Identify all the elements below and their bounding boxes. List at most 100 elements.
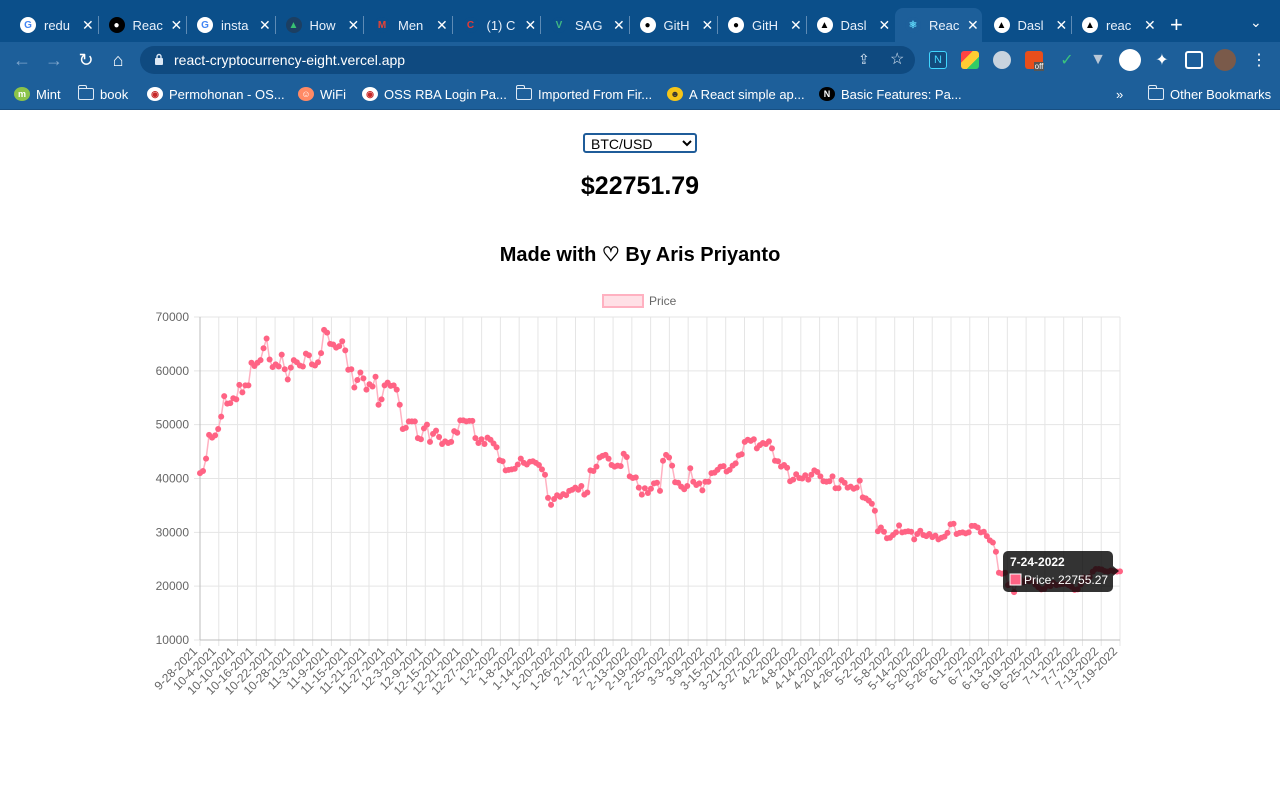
price-data-point bbox=[841, 479, 848, 486]
price-data-point bbox=[427, 438, 433, 445]
price-data-point bbox=[245, 382, 252, 389]
tab-search-chevron-icon[interactable]: ⌄ bbox=[1250, 14, 1262, 30]
y-tick-label: 30000 bbox=[156, 525, 190, 539]
close-tab-icon[interactable]: ✕ bbox=[347, 16, 360, 33]
close-tab-icon[interactable]: ✕ bbox=[613, 16, 625, 33]
browser-tab[interactable]: ● GitH ✕ bbox=[718, 8, 805, 42]
close-tab-icon[interactable]: ✕ bbox=[82, 16, 94, 33]
extension-grid-icon[interactable] bbox=[961, 51, 979, 69]
github-icon: ● bbox=[728, 17, 744, 33]
extensions-puzzle-icon[interactable]: ✦ bbox=[1155, 52, 1169, 69]
close-tab-icon[interactable]: ✕ bbox=[701, 16, 714, 33]
browser-tab[interactable]: ⚛ Reac ✕ bbox=[895, 8, 982, 42]
home-icon[interactable]: ⌂ bbox=[112, 49, 124, 70]
folder-icon bbox=[77, 85, 94, 101]
price-data-point bbox=[342, 347, 349, 354]
bookmark-label: WiFi bbox=[320, 86, 346, 102]
price-data-point bbox=[835, 485, 842, 492]
forward-arrow-icon[interactable]: → bbox=[45, 49, 63, 70]
close-tab-icon[interactable]: ✕ bbox=[524, 16, 537, 33]
bookmark-item[interactable]: ☻ A React simple ap... bbox=[667, 85, 805, 103]
close-tab-icon[interactable]: ✕ bbox=[790, 16, 802, 33]
oss-icon: ◉ bbox=[362, 87, 378, 101]
tab-title: How bbox=[309, 17, 336, 33]
share-icon[interactable]: ⇪ bbox=[858, 51, 870, 67]
close-tab-icon[interactable]: ✕ bbox=[259, 16, 271, 33]
extension-n-icon[interactable]: N bbox=[929, 51, 947, 69]
price-data-point bbox=[584, 489, 591, 496]
price-data-point bbox=[635, 484, 642, 491]
tab-title: reac bbox=[1106, 17, 1132, 33]
reload-icon[interactable]: ↻ bbox=[78, 49, 94, 70]
price-data-point bbox=[517, 455, 524, 462]
currency-pair-select[interactable]: BTC/USD bbox=[583, 133, 697, 153]
price-data-point bbox=[215, 425, 222, 432]
price-data-point bbox=[275, 363, 282, 370]
browser-tab[interactable]: M Men ✕ bbox=[364, 8, 451, 42]
extension-check-icon[interactable]: ✓ bbox=[1060, 52, 1074, 69]
close-tab-icon[interactable]: ✕ bbox=[967, 16, 979, 33]
address-bar[interactable]: react-cryptocurrency-eight.vercel.app ⇪ … bbox=[140, 46, 915, 74]
github-icon: ● bbox=[639, 17, 656, 33]
close-tab-icon[interactable]: ✕ bbox=[170, 16, 183, 33]
bookmark-item[interactable]: Imported From Fir... bbox=[515, 85, 652, 103]
browser-tab[interactable]: ▲ Dasl ✕ bbox=[984, 8, 1071, 42]
browser-tab[interactable]: ● Reac ✕ bbox=[99, 8, 186, 42]
close-tab-icon[interactable]: ✕ bbox=[436, 16, 448, 33]
tab-title: (1) C bbox=[486, 17, 516, 33]
browser-tab[interactable]: ● GitH ✕ bbox=[630, 8, 717, 42]
vercel-icon: ▲ bbox=[993, 17, 1010, 33]
browser-tab[interactable]: ▲ How ✕ bbox=[276, 8, 363, 42]
browser-tab[interactable]: ▲ reac ✕ bbox=[1072, 8, 1159, 42]
other-bookmarks-folder[interactable]: Other Bookmarks bbox=[1147, 85, 1271, 103]
price-data-point bbox=[357, 369, 364, 376]
back-arrow-icon[interactable]: ← bbox=[13, 49, 31, 70]
tooltip-swatch bbox=[1009, 573, 1022, 586]
google-icon: G bbox=[20, 17, 36, 33]
browser-tab[interactable]: V SAG ✕ bbox=[541, 8, 628, 42]
close-tab-icon[interactable]: ✕ bbox=[878, 16, 891, 33]
bookmark-item[interactable]: ◉ OSS RBA Login Pa... bbox=[362, 85, 507, 103]
tab-title: redu bbox=[44, 17, 71, 33]
price-data-point bbox=[653, 479, 660, 486]
extension-circle-icon[interactable] bbox=[993, 51, 1011, 69]
bookmark-item[interactable]: ☺ WiFi bbox=[298, 85, 346, 103]
bookmark-item[interactable]: ◉ Permohonan - OS... bbox=[147, 85, 285, 103]
avatar-icon: ☻ bbox=[667, 87, 683, 101]
current-price: $22751.79 bbox=[580, 172, 700, 200]
price-data-point bbox=[765, 438, 772, 445]
price-data-point bbox=[775, 458, 782, 465]
profile-avatar[interactable] bbox=[1214, 49, 1236, 71]
price-data-point bbox=[287, 364, 294, 371]
browser-tab[interactable]: ▲ Dasl ✕ bbox=[807, 8, 894, 42]
browser-menu-icon[interactable]: ⋮ bbox=[1251, 52, 1267, 69]
extension-avatar-icon[interactable] bbox=[1119, 49, 1141, 71]
bookmarks-overflow-button[interactable]: » bbox=[1116, 86, 1124, 102]
new-tab-button[interactable]: + bbox=[1170, 12, 1183, 37]
price-data-point bbox=[732, 460, 739, 467]
price-data-point bbox=[493, 444, 500, 451]
close-tab-icon[interactable]: ✕ bbox=[1055, 16, 1068, 33]
extension-vue-icon[interactable]: ▼ bbox=[1090, 51, 1106, 68]
bookmark-item[interactable]: m Mint bbox=[14, 85, 61, 103]
side-panel-icon[interactable] bbox=[1185, 51, 1203, 69]
price-data-point bbox=[768, 445, 775, 452]
bookmark-star-icon[interactable]: ☆ bbox=[890, 51, 905, 68]
price-data-point bbox=[1117, 568, 1123, 575]
tab-separator bbox=[451, 16, 453, 34]
extension-off-badge: off bbox=[1033, 61, 1045, 71]
price-data-point bbox=[542, 471, 548, 478]
price-data-point bbox=[423, 421, 430, 428]
extension-off-icon[interactable]: off bbox=[1025, 51, 1045, 71]
bookmark-item[interactable]: N Basic Features: Pa... bbox=[819, 85, 962, 103]
price-data-point bbox=[578, 483, 585, 490]
price-data-point bbox=[433, 427, 440, 434]
close-tab-icon[interactable]: ✕ bbox=[1144, 16, 1156, 33]
price-data-point bbox=[200, 467, 207, 474]
price-data-point bbox=[641, 485, 648, 492]
price-data-point bbox=[826, 478, 833, 485]
browser-tab[interactable]: C (1) C ✕ bbox=[453, 8, 540, 42]
bookmark-item[interactable]: book bbox=[77, 85, 128, 103]
